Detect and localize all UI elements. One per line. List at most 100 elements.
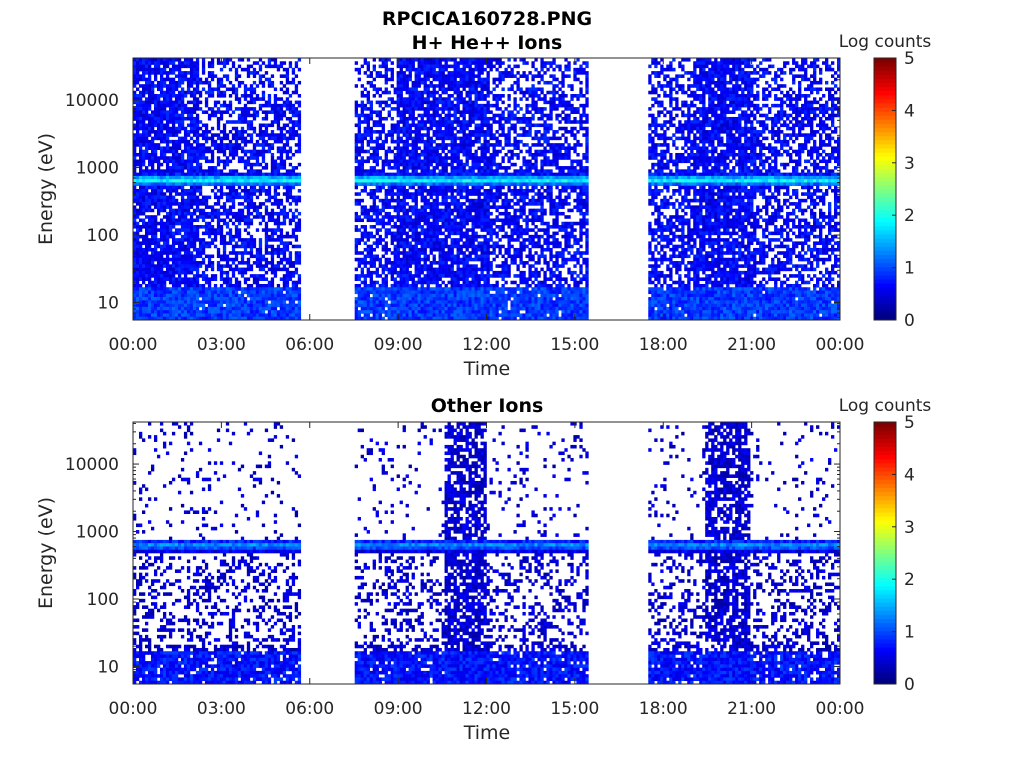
heatmap-cell	[384, 90, 388, 95]
heatmap-cell	[231, 146, 236, 150]
heatmap-cell	[375, 267, 379, 272]
heatmap-cell	[186, 192, 191, 196]
heatmap-cell	[213, 110, 218, 114]
heatmap-cell	[183, 257, 188, 262]
heatmap-cell	[267, 189, 272, 193]
heatmap-cell	[261, 283, 266, 288]
heatmap-cell	[231, 84, 236, 88]
heatmap-cell	[381, 202, 385, 206]
heatmap-cell	[417, 316, 421, 321]
heatmap-cell	[405, 244, 409, 249]
heatmap-cell	[387, 287, 391, 291]
heatmap-cell	[366, 149, 370, 154]
heatmap-cell	[282, 313, 287, 318]
heatmap-cell	[165, 123, 170, 128]
heatmap-cell	[399, 277, 403, 281]
heatmap-cell	[360, 110, 364, 114]
heatmap-cell	[294, 280, 299, 285]
heatmap-cell	[258, 310, 263, 314]
heatmap-cell	[408, 205, 412, 209]
heatmap-cell	[249, 313, 254, 318]
heatmap-cell	[273, 264, 278, 268]
heatmap-cell	[141, 254, 146, 259]
heatmap-cell	[429, 143, 433, 147]
heatmap-cell	[180, 90, 185, 95]
heatmap-cell	[168, 166, 173, 170]
heatmap-cell	[393, 313, 397, 318]
heatmap-cell	[426, 169, 430, 173]
heatmap-cell	[141, 267, 146, 272]
heatmap-cell	[168, 287, 173, 291]
heatmap-cell	[174, 67, 179, 72]
heatmap-cell	[282, 221, 287, 226]
heatmap-cell	[396, 198, 400, 203]
heatmap-cell	[228, 293, 233, 298]
heatmap-cell	[414, 100, 418, 105]
heatmap-cell	[228, 67, 233, 72]
heatmap-cell	[201, 64, 206, 69]
heatmap-cell	[189, 159, 194, 164]
heatmap-cell	[228, 185, 233, 190]
heatmap-cell	[207, 61, 212, 65]
heatmap-cell	[258, 316, 263, 321]
heatmap-cell	[237, 300, 242, 304]
heatmap-cell	[255, 172, 260, 177]
heatmap-cell	[387, 270, 391, 275]
heatmap-cell	[189, 287, 194, 291]
heatmap-cell	[147, 221, 152, 226]
heatmap-cell	[249, 84, 254, 88]
heatmap-cell	[399, 287, 403, 291]
heatmap-cell	[136, 71, 140, 75]
heatmap-cell	[396, 189, 400, 193]
heatmap-cell	[138, 247, 143, 252]
heatmap-cell	[279, 290, 284, 295]
heatmap-cell	[258, 303, 263, 308]
heatmap-cell	[198, 293, 203, 298]
heatmap-cell	[159, 90, 164, 95]
heatmap-cell	[408, 179, 412, 183]
heatmap-cell	[402, 221, 406, 226]
heatmap-cell	[399, 110, 403, 114]
heatmap-cell	[411, 293, 415, 298]
heatmap-cell	[171, 94, 176, 98]
heatmap-cell	[183, 189, 188, 193]
heatmap-cell	[375, 136, 379, 141]
heatmap-cell	[183, 290, 188, 295]
heatmap-cell	[189, 80, 194, 85]
heatmap-cell	[177, 313, 182, 318]
heatmap-cell	[228, 238, 233, 242]
heatmap-cell	[165, 139, 170, 144]
heatmap-cell	[372, 254, 376, 259]
heatmap-cell	[417, 136, 421, 141]
heatmap-cell	[249, 169, 254, 173]
heatmap-cell	[231, 293, 236, 298]
heatmap-cell	[133, 71, 137, 75]
heatmap-cell	[136, 100, 140, 105]
heatmap-cell	[192, 64, 197, 69]
heatmap-cell	[186, 172, 191, 177]
heatmap-cell	[411, 225, 415, 229]
heatmap-cell	[435, 97, 439, 101]
heatmap-cell	[411, 136, 415, 141]
heatmap-cell	[138, 313, 143, 318]
heatmap-cell	[372, 156, 376, 160]
heatmap-cell	[357, 310, 361, 314]
heatmap-cell	[405, 110, 409, 114]
heatmap-cell	[366, 274, 370, 278]
heatmap-cell	[387, 77, 391, 82]
heatmap-cell	[210, 94, 215, 98]
heatmap-cell	[237, 58, 242, 62]
heatmap-cell	[294, 84, 299, 88]
heatmap-cell	[258, 215, 263, 219]
heatmap-cell	[201, 208, 206, 213]
heatmap-cell	[408, 123, 412, 128]
heatmap-cell	[399, 58, 403, 62]
heatmap-cell	[432, 247, 436, 252]
heatmap-cell	[372, 94, 376, 98]
heatmap-cell	[147, 264, 152, 268]
heatmap-cell	[423, 208, 427, 213]
heatmap-cell	[399, 215, 403, 219]
heatmap-cell	[417, 182, 421, 187]
heatmap-cell	[180, 175, 185, 180]
heatmap-cell	[204, 316, 209, 321]
